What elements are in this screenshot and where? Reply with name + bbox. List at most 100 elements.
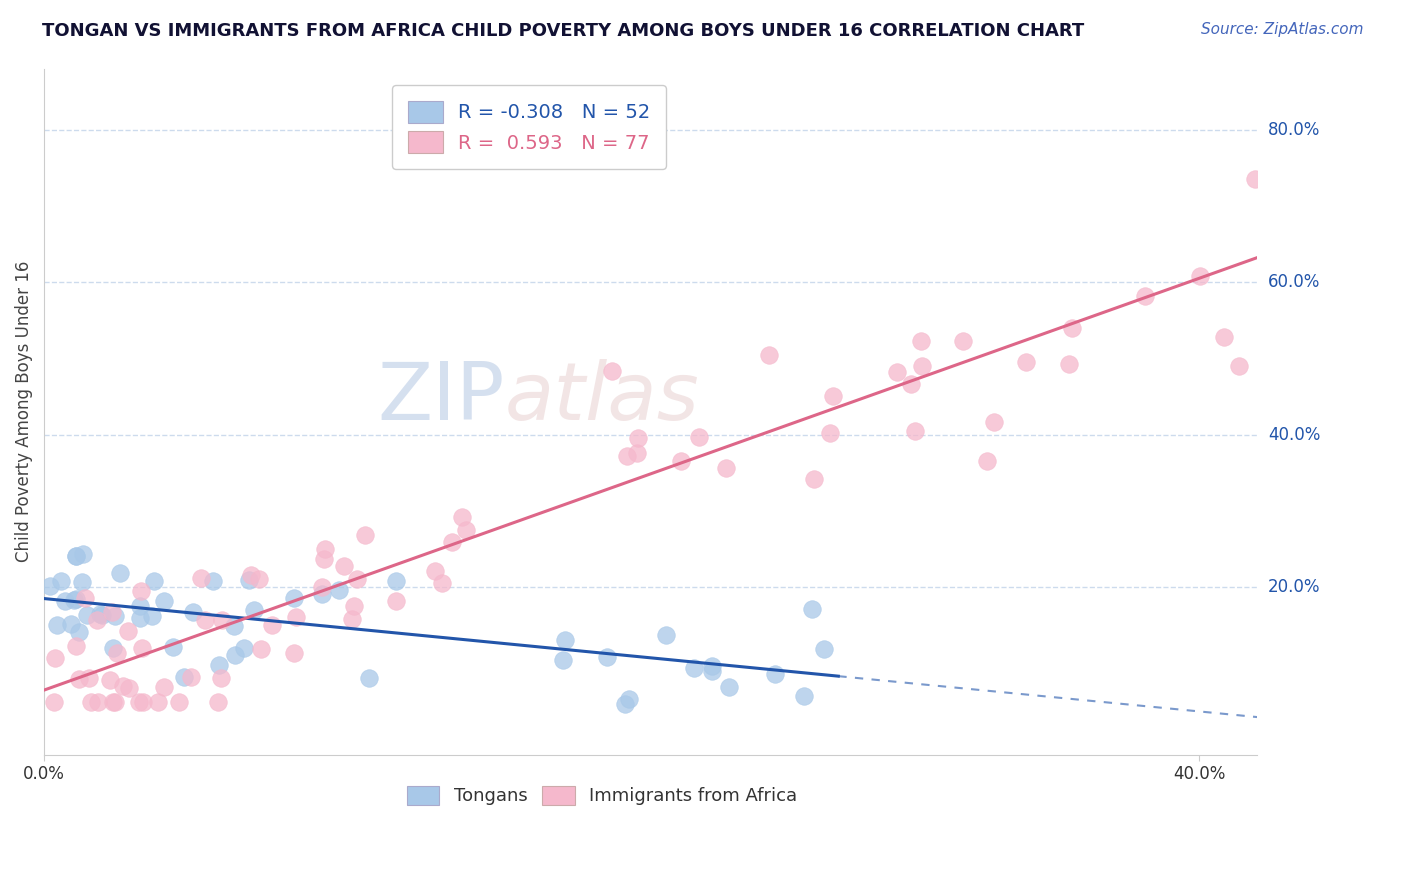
Point bbox=[554, 633, 576, 648]
Point bbox=[260, 618, 283, 632]
Point bbox=[311, 587, 333, 601]
Point bbox=[682, 661, 704, 675]
Point bbox=[456, 523, 478, 537]
Point bbox=[129, 583, 152, 598]
Point bbox=[208, 657, 231, 672]
Point bbox=[440, 535, 463, 549]
Point bbox=[211, 613, 233, 627]
Point bbox=[432, 575, 454, 590]
Point bbox=[700, 664, 723, 678]
Point bbox=[80, 694, 103, 708]
Point bbox=[65, 549, 87, 564]
Point bbox=[53, 593, 76, 607]
Point bbox=[169, 694, 191, 708]
Point bbox=[900, 377, 922, 392]
Point bbox=[142, 574, 165, 588]
Point bbox=[626, 445, 648, 459]
Point bbox=[44, 651, 66, 665]
Point bbox=[90, 608, 112, 623]
Point bbox=[87, 694, 110, 708]
Point bbox=[39, 579, 62, 593]
Legend: Tongans, Immigrants from Africa: Tongans, Immigrants from Africa bbox=[398, 777, 806, 814]
Text: 80.0%: 80.0% bbox=[1268, 120, 1320, 138]
Point bbox=[423, 564, 446, 578]
Point bbox=[65, 592, 87, 607]
Point bbox=[311, 580, 333, 594]
Point bbox=[1213, 329, 1236, 343]
Point bbox=[617, 692, 640, 706]
Point bbox=[89, 607, 111, 621]
Point bbox=[194, 613, 217, 627]
Point bbox=[346, 572, 368, 586]
Point bbox=[249, 641, 271, 656]
Point bbox=[240, 567, 263, 582]
Point bbox=[173, 670, 195, 684]
Point bbox=[51, 574, 73, 588]
Point bbox=[551, 653, 574, 667]
Point bbox=[821, 389, 844, 403]
Point bbox=[1135, 289, 1157, 303]
Point bbox=[101, 605, 124, 619]
Point bbox=[285, 610, 308, 624]
Point bbox=[911, 359, 934, 374]
Point bbox=[86, 613, 108, 627]
Point bbox=[354, 527, 377, 541]
Point bbox=[65, 549, 87, 564]
Point bbox=[207, 694, 229, 708]
Point bbox=[242, 603, 264, 617]
Point bbox=[700, 658, 723, 673]
Y-axis label: Child Poverty Among Boys Under 16: Child Poverty Among Boys Under 16 bbox=[15, 261, 32, 562]
Point bbox=[328, 582, 350, 597]
Point bbox=[224, 648, 246, 662]
Point bbox=[616, 450, 638, 464]
Point bbox=[104, 608, 127, 623]
Point bbox=[98, 673, 121, 687]
Point bbox=[108, 566, 131, 581]
Text: Source: ZipAtlas.com: Source: ZipAtlas.com bbox=[1201, 22, 1364, 37]
Point bbox=[60, 617, 83, 632]
Point bbox=[153, 680, 176, 694]
Point bbox=[688, 430, 710, 444]
Point bbox=[333, 558, 356, 573]
Point bbox=[141, 608, 163, 623]
Point bbox=[76, 608, 98, 623]
Point bbox=[340, 612, 363, 626]
Point bbox=[238, 574, 260, 588]
Point bbox=[763, 667, 786, 681]
Text: ZIP: ZIP bbox=[378, 359, 505, 437]
Text: 20.0%: 20.0% bbox=[1268, 578, 1320, 596]
Text: 60.0%: 60.0% bbox=[1268, 273, 1320, 291]
Point bbox=[283, 646, 305, 660]
Point bbox=[128, 694, 150, 708]
Point bbox=[600, 364, 623, 378]
Point bbox=[813, 641, 835, 656]
Point bbox=[72, 574, 94, 589]
Point bbox=[209, 671, 232, 685]
Point bbox=[976, 454, 998, 468]
Point bbox=[1188, 269, 1211, 284]
Point bbox=[131, 641, 153, 656]
Point bbox=[129, 599, 152, 613]
Point bbox=[1015, 355, 1038, 369]
Point bbox=[103, 694, 125, 708]
Point bbox=[77, 671, 100, 685]
Point bbox=[314, 542, 336, 557]
Text: 40.0%: 40.0% bbox=[1268, 425, 1320, 443]
Point bbox=[904, 425, 927, 439]
Point bbox=[111, 679, 134, 693]
Point bbox=[596, 650, 619, 665]
Point bbox=[105, 646, 128, 660]
Point bbox=[800, 602, 823, 616]
Point bbox=[983, 415, 1005, 429]
Point bbox=[655, 628, 678, 642]
Point bbox=[1057, 357, 1080, 371]
Text: atlas: atlas bbox=[505, 359, 700, 437]
Point bbox=[117, 624, 139, 638]
Point bbox=[153, 594, 176, 608]
Point bbox=[384, 574, 406, 588]
Point bbox=[714, 461, 737, 475]
Point bbox=[910, 334, 932, 349]
Point bbox=[613, 698, 636, 712]
Point bbox=[104, 694, 127, 708]
Point bbox=[63, 593, 86, 607]
